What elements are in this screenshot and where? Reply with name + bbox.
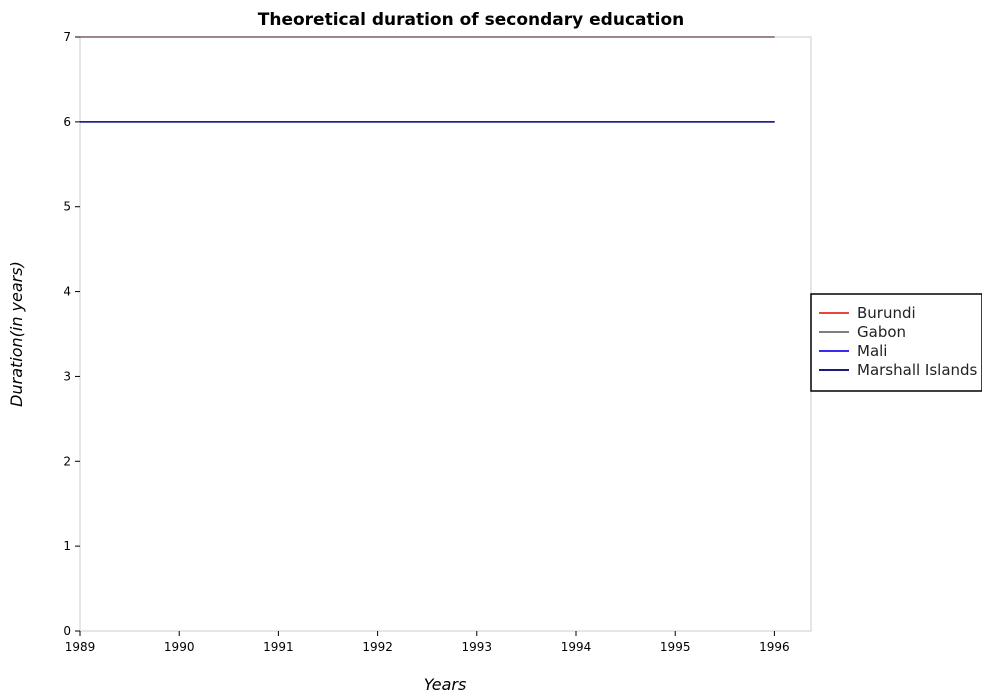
y-axis: 0 1 2 3 4 5 6 7 — [63, 30, 80, 638]
data-point — [476, 36, 478, 38]
x-tick-label: 1992 — [362, 640, 393, 654]
data-point — [575, 36, 577, 38]
data-point — [377, 121, 379, 123]
y-axis-title: Duration(in years) — [7, 261, 26, 407]
data-point — [773, 121, 775, 123]
series-layer — [79, 36, 775, 123]
x-axis-title: Years — [424, 675, 467, 694]
data-point — [178, 121, 180, 123]
y-tick-label: 6 — [63, 115, 71, 129]
x-tick-label: 1993 — [462, 640, 493, 654]
x-tick-label: 1990 — [164, 640, 195, 654]
x-tick-label: 1989 — [65, 640, 96, 654]
x-tick-label: 1995 — [660, 640, 691, 654]
data-point — [277, 36, 279, 38]
y-tick-label: 7 — [63, 30, 71, 44]
legend-label: Burundi — [857, 304, 916, 322]
legend-label: Marshall Islands — [857, 361, 978, 379]
x-axis: 1989 1990 1991 1992 1993 1994 1995 1996 — [65, 631, 790, 654]
data-point — [575, 121, 577, 123]
x-tick-label: 1991 — [263, 640, 294, 654]
legend-box — [810, 293, 982, 392]
plot-area — [79, 36, 812, 632]
legend-label: Gabon — [857, 323, 906, 341]
y-tick-label: 1 — [63, 539, 71, 553]
x-tick-label: 1996 — [759, 640, 790, 654]
data-point — [178, 36, 180, 38]
y-tick-label: 4 — [63, 285, 71, 299]
y-tick-label: 3 — [63, 369, 71, 383]
chart-title: Theoretical duration of secondary educat… — [258, 10, 684, 30]
data-point — [277, 121, 279, 123]
x-tick-label: 1994 — [561, 640, 592, 654]
y-tick-label: 5 — [63, 200, 71, 214]
data-point — [674, 121, 676, 123]
data-point — [674, 36, 676, 38]
data-point — [773, 36, 775, 38]
data-point — [476, 121, 478, 123]
y-tick-label: 0 — [63, 624, 71, 638]
legend-label: Mali — [857, 342, 887, 360]
data-point — [377, 36, 379, 38]
y-tick-label: 2 — [63, 454, 71, 468]
